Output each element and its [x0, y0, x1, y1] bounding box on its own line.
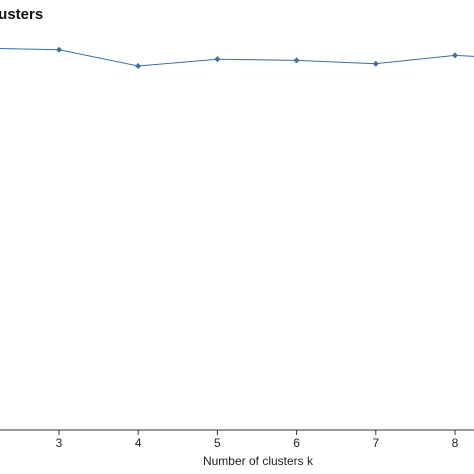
x-axis-label: Number of clusters k	[203, 454, 314, 468]
x-tick-label-5: 5	[214, 436, 221, 450]
chart-title: lusters	[0, 6, 43, 23]
x-tick-label-8: 8	[452, 436, 459, 450]
data-point-k5	[214, 56, 221, 63]
data-point-k4	[135, 63, 142, 69]
data-point-k6	[293, 57, 300, 64]
x-axis-ticks: 3 4 5 6 7 8	[56, 430, 459, 450]
data-point-k8	[452, 52, 458, 59]
series-line	[0, 47, 474, 67]
x-tick-label-4: 4	[135, 436, 142, 450]
chart-marks	[0, 46, 474, 69]
x-tick-label-6: 6	[293, 436, 300, 450]
x-tick-label-7: 7	[372, 436, 379, 450]
data-point-k7	[372, 60, 379, 67]
data-point-k3	[56, 46, 62, 53]
x-tick-label-3: 3	[56, 436, 63, 450]
